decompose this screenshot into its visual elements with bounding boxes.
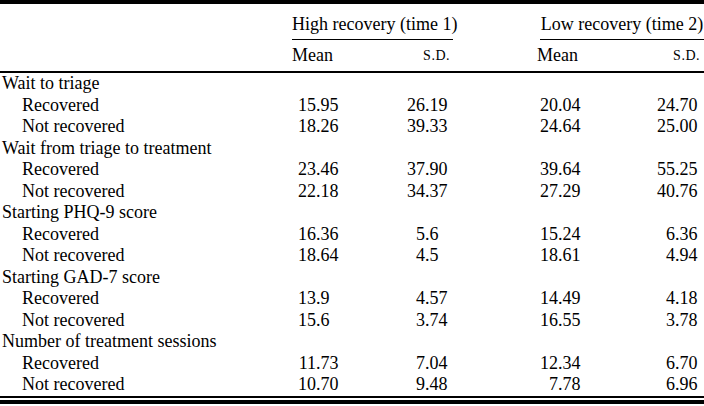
value-cell: 20.04 bbox=[455, 95, 590, 117]
value-cell: 6.36 bbox=[590, 224, 704, 246]
data-row: Not recovered10.709.487.786.96 bbox=[0, 374, 704, 396]
value-cell: 12.34 bbox=[455, 353, 590, 375]
data-row: Not recovered22.1834.3727.2940.76 bbox=[0, 181, 704, 203]
value-cell: 14.49 bbox=[455, 288, 590, 310]
row-label: Recovered bbox=[0, 95, 285, 117]
data-row: Not recovered18.2639.3324.6425.00 bbox=[0, 116, 704, 138]
value-cell: 39.64 bbox=[455, 159, 590, 181]
section-row: Number of treatment sessions bbox=[0, 331, 704, 353]
row-label: Not recovered bbox=[0, 245, 285, 267]
value-cell: 4.18 bbox=[590, 288, 704, 310]
value-cell: 7.78 bbox=[455, 374, 590, 396]
value-cell: 24.70 bbox=[590, 95, 704, 117]
data-row: Recovered11.737.0412.346.70 bbox=[0, 353, 704, 375]
value-cell: 6.70 bbox=[590, 353, 704, 375]
value-cell: 6.96 bbox=[590, 374, 704, 396]
value-cell: 18.64 bbox=[285, 245, 345, 267]
value-cell: 9.48 bbox=[345, 374, 455, 396]
value-cell: 15.24 bbox=[455, 224, 590, 246]
value-cell: 39.33 bbox=[345, 116, 455, 138]
data-row: Not recovered18.644.518.614.94 bbox=[0, 245, 704, 267]
value-cell: 15.6 bbox=[285, 310, 345, 332]
row-label: Not recovered bbox=[0, 116, 285, 138]
section-label: Starting PHQ-9 score bbox=[0, 202, 704, 224]
value-cell: 34.37 bbox=[345, 181, 455, 203]
data-row: Recovered16.365.615.246.36 bbox=[0, 224, 704, 246]
value-cell: 3.74 bbox=[345, 310, 455, 332]
value-cell: 4.5 bbox=[345, 245, 455, 267]
value-cell: 5.6 bbox=[345, 224, 455, 246]
value-cell: 10.70 bbox=[285, 374, 345, 396]
row-label: Recovered bbox=[0, 159, 285, 181]
row-label: Not recovered bbox=[0, 374, 285, 396]
col-group-high-recovery: High recovery (time 1) bbox=[292, 14, 453, 40]
value-cell: 4.57 bbox=[345, 288, 455, 310]
section-label: Wait to triage bbox=[0, 72, 704, 95]
value-cell: 18.61 bbox=[455, 245, 590, 267]
value-cell: 16.55 bbox=[455, 310, 590, 332]
data-row: Not recovered15.63.7416.553.78 bbox=[0, 310, 704, 332]
value-cell: 40.76 bbox=[590, 181, 704, 203]
section-row: Wait from triage to treatment bbox=[0, 138, 704, 160]
value-cell: 7.04 bbox=[345, 353, 455, 375]
table-bottom-double-rule bbox=[0, 396, 704, 404]
table-body: Wait to triageRecovered15.9526.1920.0424… bbox=[0, 72, 704, 396]
section-row: Starting PHQ-9 score bbox=[0, 202, 704, 224]
row-label: Recovered bbox=[0, 288, 285, 310]
value-cell: 3.78 bbox=[590, 310, 704, 332]
row-label: Not recovered bbox=[0, 310, 285, 332]
col-header-mean-2: Mean bbox=[455, 40, 590, 72]
col-header-mean-1: Mean bbox=[285, 40, 345, 72]
paper-table-page: High recovery (time 1) Low recovery (tim… bbox=[0, 0, 704, 406]
value-cell: 15.95 bbox=[285, 95, 345, 117]
data-row: Recovered15.9526.1920.0424.70 bbox=[0, 95, 704, 117]
col-header-sd-2: S.D. bbox=[590, 40, 704, 72]
col-header-sd-1: S.D. bbox=[345, 40, 455, 72]
value-cell: 55.25 bbox=[590, 159, 704, 181]
bottom-rule-thick bbox=[0, 400, 704, 404]
row-label: Recovered bbox=[0, 224, 285, 246]
empty-corner-cell bbox=[0, 40, 285, 72]
value-cell: 16.36 bbox=[285, 224, 345, 246]
value-cell: 11.73 bbox=[285, 353, 345, 375]
value-cell: 18.26 bbox=[285, 116, 345, 138]
value-cell: 22.18 bbox=[285, 181, 345, 203]
sub-header-row: Mean S.D. Mean S.D. bbox=[0, 40, 704, 72]
value-cell: 23.46 bbox=[285, 159, 345, 181]
col-group-low-recovery: Low recovery (time 2) bbox=[540, 14, 704, 40]
row-label: Not recovered bbox=[0, 181, 285, 203]
section-label: Starting GAD-7 score bbox=[0, 267, 704, 289]
recovery-stats-table: High recovery (time 1) Low recovery (tim… bbox=[0, 4, 704, 396]
section-label: Number of treatment sessions bbox=[0, 331, 704, 353]
data-row: Recovered23.4637.9039.6455.25 bbox=[0, 159, 704, 181]
column-group-header-row: High recovery (time 1) Low recovery (tim… bbox=[0, 4, 704, 40]
value-cell: 4.94 bbox=[590, 245, 704, 267]
data-row: Recovered13.94.5714.494.18 bbox=[0, 288, 704, 310]
row-label: Recovered bbox=[0, 353, 285, 375]
value-cell: 27.29 bbox=[455, 181, 590, 203]
value-cell: 13.9 bbox=[285, 288, 345, 310]
value-cell: 25.00 bbox=[590, 116, 704, 138]
section-row: Starting GAD-7 score bbox=[0, 267, 704, 289]
empty-corner-cell bbox=[0, 4, 285, 40]
section-label: Wait from triage to treatment bbox=[0, 138, 704, 160]
value-cell: 26.19 bbox=[345, 95, 455, 117]
section-row: Wait to triage bbox=[0, 72, 704, 95]
value-cell: 37.90 bbox=[345, 159, 455, 181]
value-cell: 24.64 bbox=[455, 116, 590, 138]
